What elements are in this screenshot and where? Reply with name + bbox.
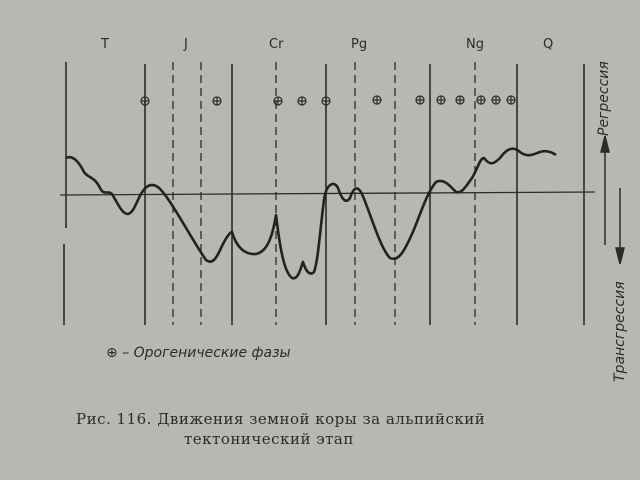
orogenic-phase-icon bbox=[455, 95, 465, 105]
period-label-q: Q bbox=[543, 37, 554, 52]
orogenic-phase-icon bbox=[212, 96, 222, 106]
transgression-label: Трансгрессия bbox=[612, 281, 628, 382]
regression-label: Регрессия bbox=[596, 61, 612, 136]
period-label-j: J bbox=[184, 37, 188, 52]
orogenic-phase-icon bbox=[321, 96, 331, 106]
figure-caption-line1: Рис. 116. Движения земной коры за альпий… bbox=[76, 410, 486, 428]
orogenic-phase-icon bbox=[297, 96, 307, 106]
period-label-pg: Pg bbox=[351, 37, 368, 52]
figure-caption-line2: тектонический этап bbox=[184, 430, 354, 448]
regression-arrow bbox=[600, 135, 610, 245]
legend-text: – Орогенические фазы bbox=[122, 345, 291, 361]
orogenic-phase-icon bbox=[491, 95, 501, 105]
period-label-cr: Cr bbox=[269, 37, 284, 52]
period-label-t: T bbox=[101, 37, 109, 52]
orogenic-phase-icon bbox=[273, 96, 283, 106]
orogenic-phase-icon bbox=[372, 95, 382, 105]
orogenic-phase-icon bbox=[436, 95, 446, 105]
period-label-ng: Ng bbox=[466, 37, 484, 52]
orogenic-phase-markers bbox=[140, 95, 516, 106]
baseline bbox=[59, 191, 596, 196]
orogenic-phase-icon bbox=[140, 96, 150, 106]
orogenic-phase-legend-icon: ⊕ bbox=[106, 345, 118, 361]
transgression-arrow bbox=[615, 188, 625, 265]
orogenic-phase-icon bbox=[415, 95, 425, 105]
crust-movement-curve bbox=[65, 147, 557, 280]
orogenic-phase-icon bbox=[476, 95, 486, 105]
legend: ⊕ – Орогенические фазы bbox=[106, 345, 291, 361]
orogenic-phase-icon bbox=[506, 95, 516, 105]
